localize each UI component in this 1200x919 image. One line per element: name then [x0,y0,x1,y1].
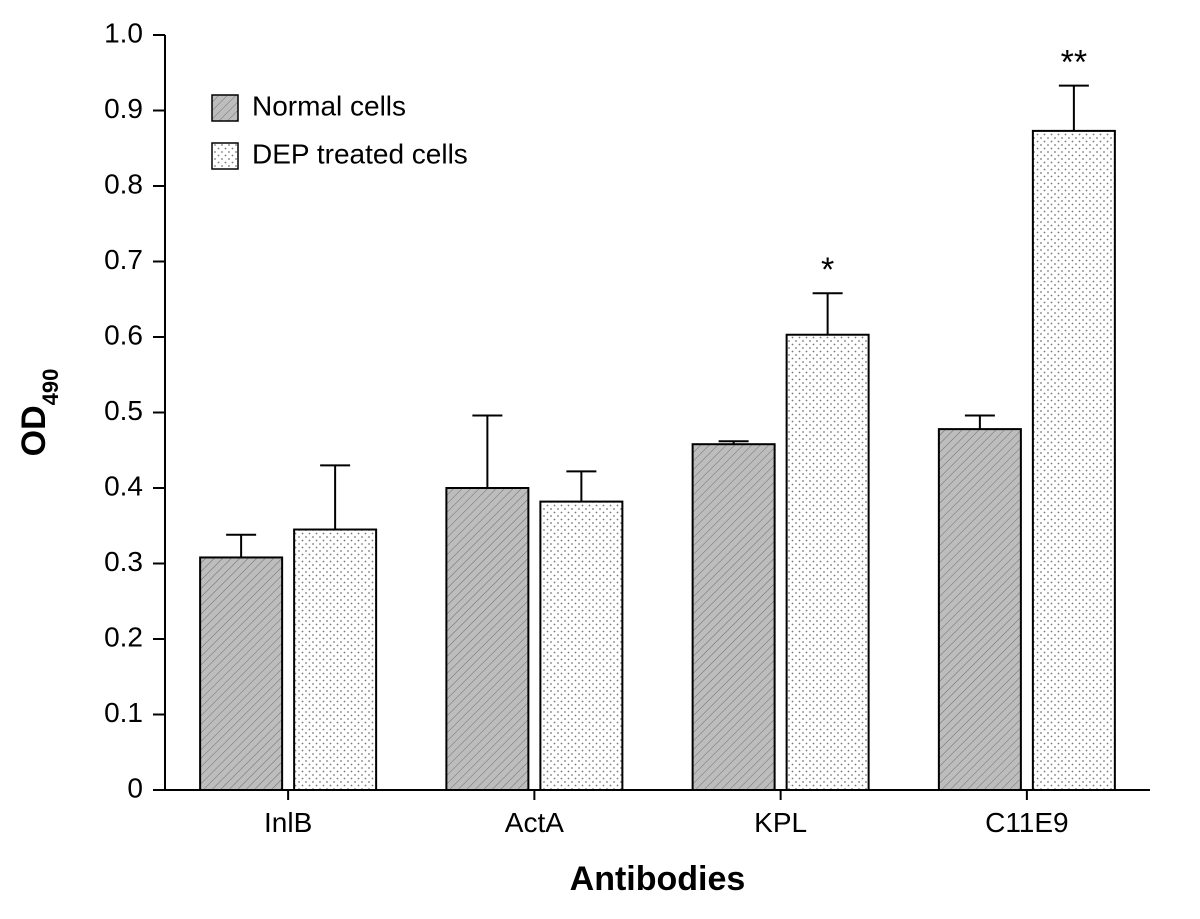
bar-dep-C11E9 [1033,131,1115,790]
y-tick-label: 0.9 [104,93,143,124]
y-tick-label: 0.1 [104,697,143,728]
legend-label-dep: DEP treated cells [252,138,468,169]
x-axis-label: Antibodies [570,860,746,898]
legend-swatch-dep [212,143,238,169]
bar-normal-InlB [200,557,282,790]
bar-dep-ActA [540,502,622,790]
x-tick-label: C11E9 [985,807,1069,838]
x-tick-label: InlB [264,807,312,838]
y-tick-label: 0.2 [104,621,143,652]
bar-normal-C11E9 [939,429,1021,790]
bar-dep-KPL [787,335,869,790]
x-tick-label: ActA [505,807,564,838]
y-tick-label: 0.6 [104,319,143,350]
bar-chart: 0 0.1 0.2 0.3 0.4 0.5 0.6 0.7 0.8 0.9 1.0 OD490 InlB… [0,0,1200,919]
legend: Normal cells DEP treated cells [212,90,468,169]
svg-text:OD490: OD490 [15,369,63,457]
significance-marker: * [821,251,834,289]
y-tick-label: 0.7 [104,244,143,275]
legend-label-normal: Normal cells [252,90,406,121]
y-axis-label: OD490 [15,369,63,457]
significance-marker: ** [1061,44,1087,82]
bar-dep-InlB [294,530,376,790]
y-tick-label: 0.3 [104,546,143,577]
y-tick-label: 0.8 [104,168,143,199]
legend-swatch-normal [212,95,238,121]
bar-normal-KPL [693,444,775,790]
y-tick-label: 1.0 [104,17,143,48]
x-tick-label: KPL [754,807,807,838]
y-tick-label: 0.4 [104,470,143,501]
bar-normal-ActA [446,488,528,790]
y-tick-label: 0 [127,772,143,803]
y-tick-label: 0.5 [104,395,143,426]
